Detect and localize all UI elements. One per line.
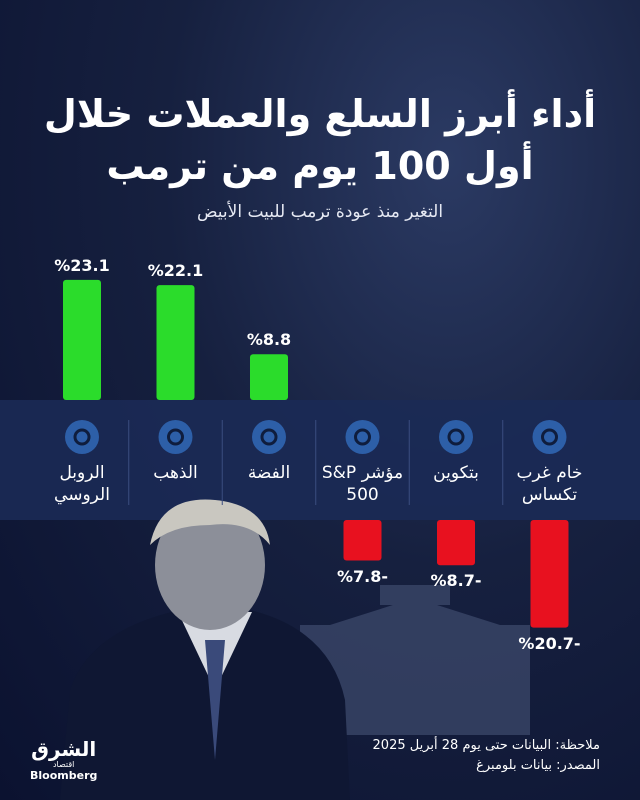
category-icon — [65, 420, 99, 454]
category-label: الروبل الروسي — [54, 463, 110, 505]
bar — [63, 279, 101, 400]
category-label: الفضة — [247, 463, 291, 483]
category-label: بتكوين — [433, 463, 479, 483]
category-icon — [252, 420, 286, 454]
logo-main: الشرق — [31, 737, 97, 761]
category-icon-inner — [447, 428, 465, 446]
category-label: الذهب — [153, 463, 198, 483]
value-label: %23.1 — [54, 255, 110, 275]
category-icon-inner — [541, 428, 558, 446]
value-label: %8.7- — [430, 571, 482, 591]
value-label: %22.1 — [147, 261, 204, 281]
value-label: %7.8- — [336, 566, 388, 586]
category-icon — [439, 420, 473, 454]
category-icon-inner — [260, 428, 278, 446]
title: أداء أبرز السلع والعملات خلال أول 100 يو… — [43, 92, 597, 188]
category-band — [0, 400, 640, 520]
value-label: %8.8 — [246, 330, 292, 350]
portrait — [60, 499, 350, 800]
logo-tag: اقتصاد — [52, 760, 75, 769]
category-icon — [532, 420, 567, 454]
value-label: %20.7- — [518, 633, 581, 653]
category-icon-inner — [167, 428, 184, 446]
bar — [250, 354, 288, 400]
logo: الشرق اقتصاد Bloomberg — [30, 738, 97, 782]
category-label: مؤشر S&P 500 — [321, 463, 404, 505]
bar — [156, 285, 195, 400]
category-icon-inner — [73, 428, 91, 446]
category-icon — [158, 420, 193, 454]
bar — [437, 520, 475, 566]
category-icon — [345, 420, 380, 454]
logo-sub: Bloomberg — [30, 769, 98, 782]
bar — [343, 520, 382, 561]
category-label: خام غرب تكساس — [516, 463, 583, 505]
bar — [530, 520, 569, 628]
note: ملاحظة: البيانات حتى يوم 28 أبريل 2025 — [372, 738, 600, 753]
subtitle: التغير منذ عودة ترمب للبيت الأبيض — [196, 202, 444, 222]
category-icon-inner — [354, 428, 371, 446]
source: المصدر: بيانات بلومبرغ — [476, 758, 600, 773]
